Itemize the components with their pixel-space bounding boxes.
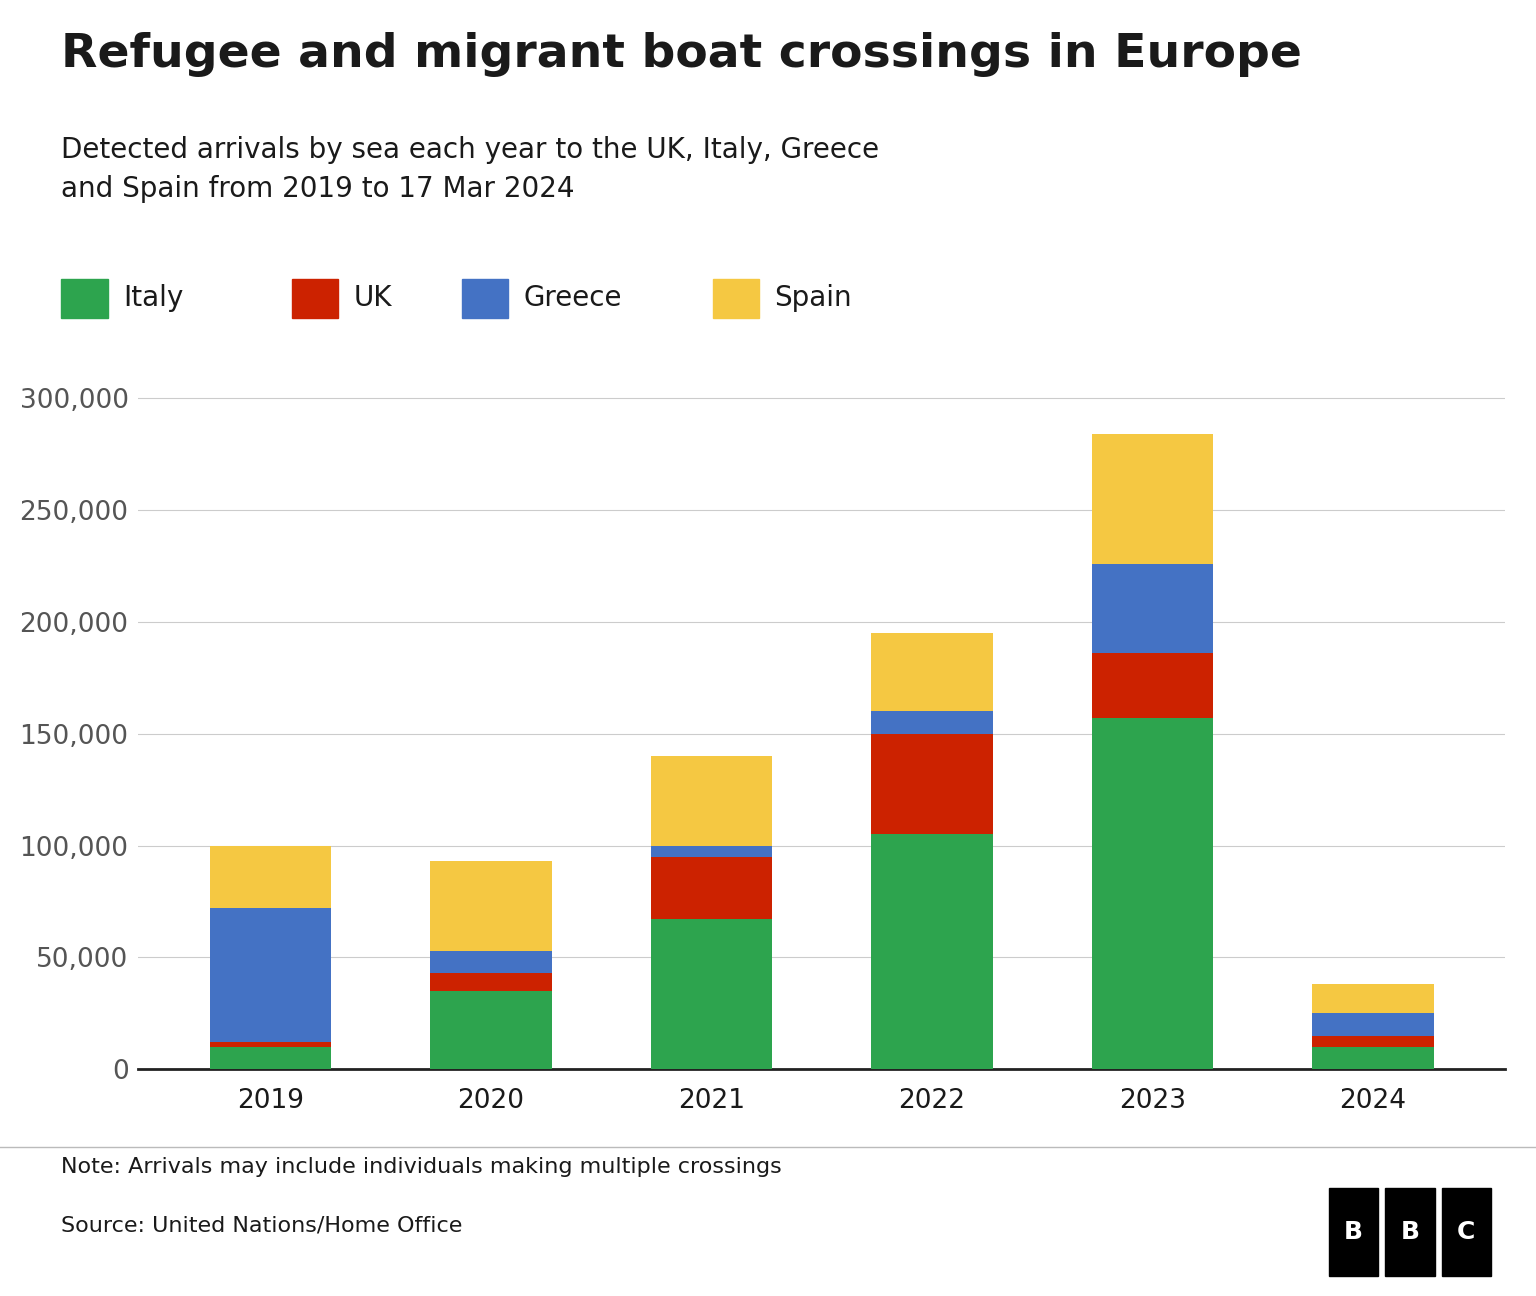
Bar bbox=[210, 1047, 332, 1069]
Bar bbox=[430, 862, 551, 951]
Text: Detected arrivals by sea each year to the UK, Italy, Greece
and Spain from 2019 : Detected arrivals by sea each year to th… bbox=[61, 136, 880, 203]
Bar bbox=[430, 991, 551, 1069]
Bar bbox=[1442, 1188, 1491, 1275]
Text: B: B bbox=[1401, 1220, 1419, 1244]
Bar bbox=[210, 845, 332, 908]
Text: Source: United Nations/Home Office: Source: United Nations/Home Office bbox=[61, 1216, 462, 1235]
Bar bbox=[651, 845, 773, 857]
Bar bbox=[651, 919, 773, 1069]
Bar bbox=[651, 857, 773, 919]
Bar bbox=[1312, 1047, 1433, 1069]
Bar bbox=[1329, 1188, 1378, 1275]
Bar bbox=[430, 951, 551, 973]
Bar bbox=[1385, 1188, 1435, 1275]
Text: Refugee and migrant boat crossings in Europe: Refugee and migrant boat crossings in Eu… bbox=[61, 32, 1303, 78]
Bar bbox=[1092, 434, 1213, 564]
Text: Italy: Italy bbox=[123, 284, 183, 312]
Bar bbox=[1092, 718, 1213, 1069]
Bar bbox=[430, 973, 551, 991]
Text: Greece: Greece bbox=[524, 284, 622, 312]
Text: C: C bbox=[1458, 1220, 1476, 1244]
Bar bbox=[1092, 653, 1213, 718]
Bar bbox=[651, 756, 773, 845]
Text: Spain: Spain bbox=[774, 284, 852, 312]
Bar bbox=[1312, 984, 1433, 1013]
Bar bbox=[871, 734, 992, 835]
Text: Note: Arrivals may include individuals making multiple crossings: Note: Arrivals may include individuals m… bbox=[61, 1157, 782, 1177]
Bar bbox=[210, 908, 332, 1042]
Bar bbox=[210, 1042, 332, 1047]
Text: B: B bbox=[1344, 1220, 1362, 1244]
Bar bbox=[1092, 564, 1213, 653]
Bar bbox=[871, 835, 992, 1069]
Text: UK: UK bbox=[353, 284, 392, 312]
Bar bbox=[1312, 1036, 1433, 1047]
Bar bbox=[871, 632, 992, 712]
Bar bbox=[871, 712, 992, 734]
Bar bbox=[1312, 1013, 1433, 1036]
